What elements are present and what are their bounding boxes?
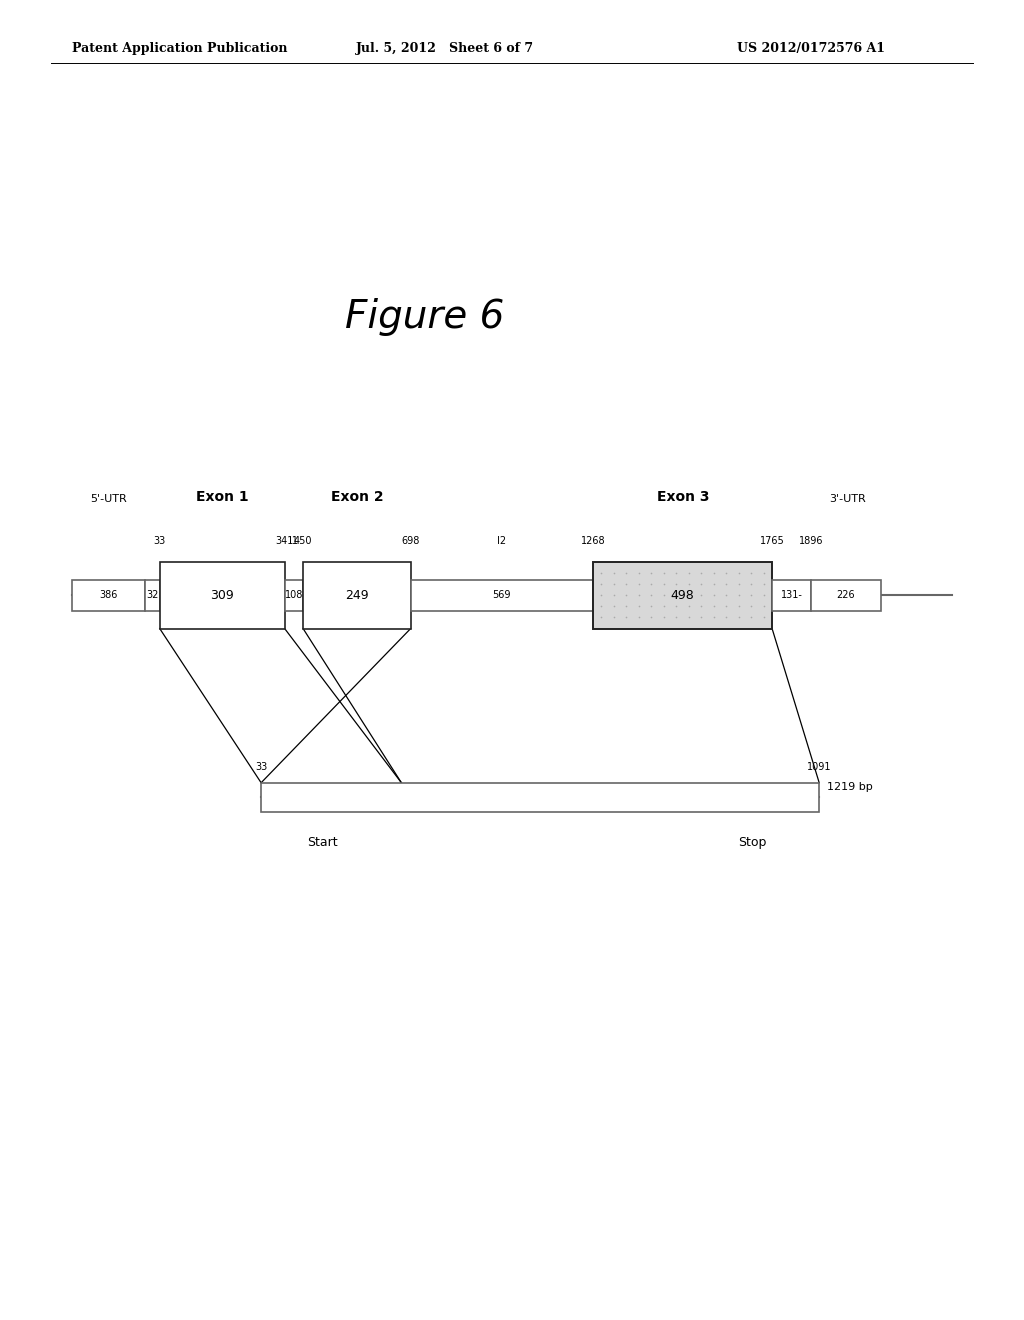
Text: 33: 33 (154, 536, 166, 546)
Text: 3'-UTR: 3'-UTR (829, 494, 866, 504)
Text: 108: 108 (285, 590, 303, 601)
Text: 1896: 1896 (799, 536, 823, 546)
Text: 5'-UTR: 5'-UTR (90, 494, 127, 504)
Text: Exon 2: Exon 2 (331, 490, 384, 504)
Text: Exon 3: Exon 3 (656, 490, 710, 504)
Text: 1091: 1091 (807, 762, 831, 772)
Text: 1268: 1268 (581, 536, 605, 546)
Text: Stop: Stop (738, 836, 767, 849)
Text: 226: 226 (837, 590, 855, 601)
Text: 1219 bp: 1219 bp (827, 781, 873, 792)
Text: 569: 569 (493, 590, 511, 601)
Text: US 2012/0172576 A1: US 2012/0172576 A1 (737, 42, 886, 55)
Bar (811, 579, 881, 611)
Text: 309: 309 (210, 589, 234, 602)
Bar (303, 562, 411, 628)
Text: 386: 386 (99, 590, 118, 601)
Text: I1: I1 (290, 536, 298, 546)
Text: 498: 498 (671, 589, 694, 602)
Text: 32: 32 (146, 590, 159, 601)
Text: 341: 341 (275, 536, 294, 546)
Text: Start: Start (307, 836, 338, 849)
Text: 249: 249 (345, 589, 369, 602)
Text: Figure 6: Figure 6 (345, 298, 505, 335)
Text: 450: 450 (294, 536, 312, 546)
Text: I2: I2 (498, 536, 506, 546)
Text: Patent Application Publication: Patent Application Publication (72, 42, 287, 55)
Text: 698: 698 (401, 536, 420, 546)
Text: 131-: 131- (780, 590, 803, 601)
Bar (261, 783, 819, 812)
Bar (285, 579, 303, 611)
Bar (160, 562, 285, 628)
Bar (145, 579, 160, 611)
Text: 33: 33 (255, 762, 267, 772)
Bar (411, 579, 593, 611)
Text: 1765: 1765 (760, 536, 784, 546)
Bar (72, 579, 145, 611)
Bar (772, 579, 811, 611)
Text: Exon 1: Exon 1 (196, 490, 249, 504)
Text: Jul. 5, 2012   Sheet 6 of 7: Jul. 5, 2012 Sheet 6 of 7 (356, 42, 535, 55)
Bar (593, 562, 772, 628)
